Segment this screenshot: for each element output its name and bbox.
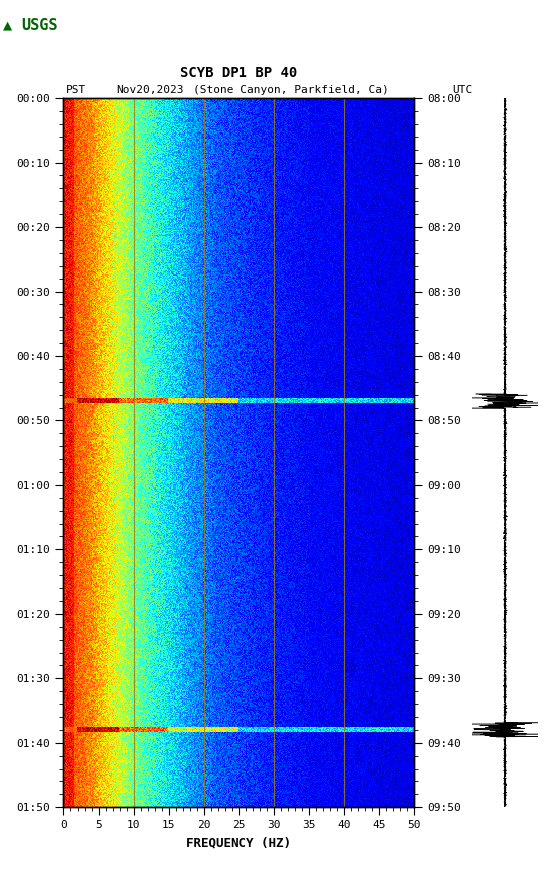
- Text: ▲: ▲: [3, 18, 12, 33]
- Text: SCYB DP1 BP 40: SCYB DP1 BP 40: [180, 66, 298, 80]
- Text: USGS: USGS: [21, 18, 57, 33]
- X-axis label: FREQUENCY (HZ): FREQUENCY (HZ): [186, 836, 291, 849]
- Text: UTC: UTC: [453, 86, 473, 95]
- Text: (Stone Canyon, Parkfield, Ca): (Stone Canyon, Parkfield, Ca): [193, 86, 389, 95]
- Text: Nov20,2023: Nov20,2023: [116, 86, 183, 95]
- Text: PST: PST: [66, 86, 87, 95]
